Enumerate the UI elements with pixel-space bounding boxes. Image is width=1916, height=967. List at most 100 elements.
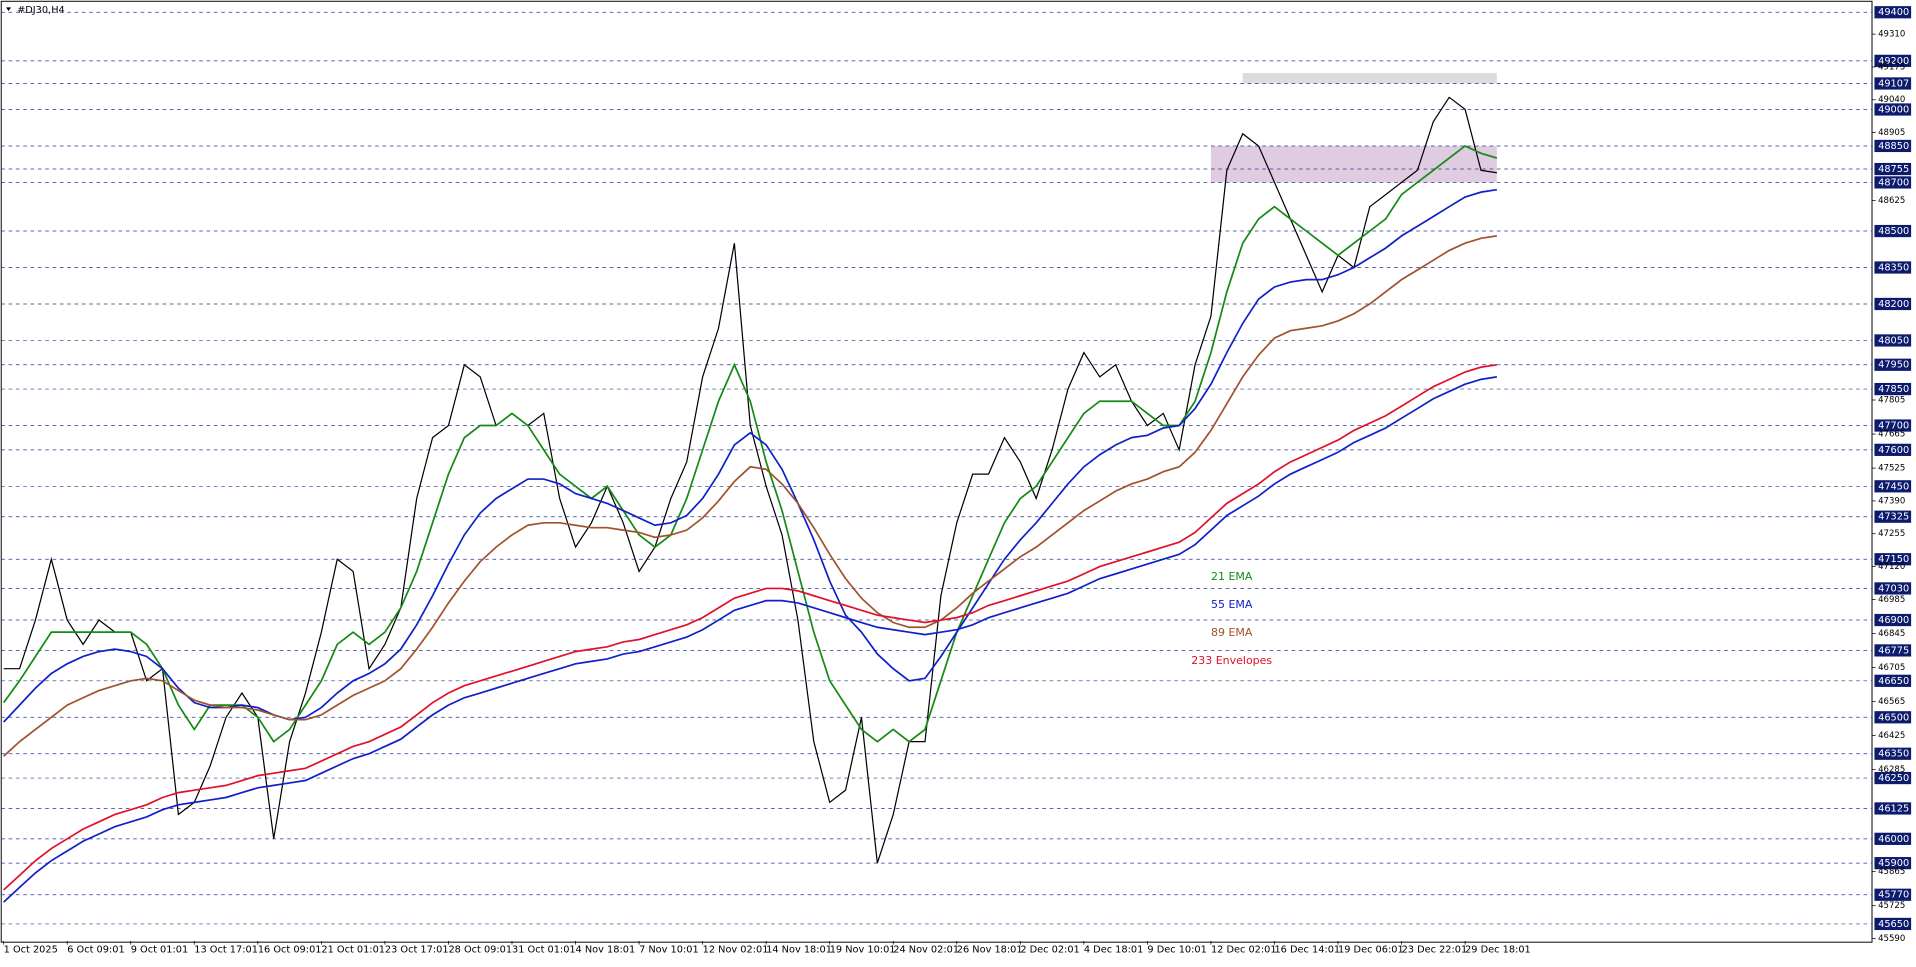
legend-label: 21 EMA [1211, 570, 1253, 583]
y-tick-box [1874, 613, 1912, 627]
x-tick-label: 12 Dec 02:01 [1211, 945, 1277, 956]
y-tick-box [1874, 224, 1912, 238]
menu-arrow [6, 7, 11, 12]
y-tick-label: 47950 [1878, 360, 1909, 371]
y-tick-box [1874, 176, 1912, 189]
y-tick-label: 48500 [1878, 226, 1909, 237]
y-tick-box [1874, 358, 1912, 371]
plot-frame [0, 0, 1873, 943]
y-tick-label: 48850 [1878, 141, 1909, 152]
y-tick-box [1874, 297, 1912, 311]
y-tick-label: 48200 [1878, 299, 1909, 310]
y-tick-label: 47390 [1878, 496, 1905, 506]
y-tick-label: 47665 [1878, 430, 1905, 440]
y-tick-box [1874, 711, 1912, 724]
y-tick-label: 47700 [1878, 421, 1909, 432]
y-tick-label: 46425 [1878, 731, 1905, 741]
x-tick-label: 23 Oct 17:01 [385, 945, 449, 956]
y-tick-label: 48050 [1878, 335, 1909, 346]
x-tick-label: 9 Dec 10:01 [1147, 945, 1206, 956]
y-tick-label: 49000 [1878, 104, 1909, 115]
x-tick-label: 2 Dec 02:01 [1020, 945, 1079, 956]
chart-title: #DJ30,H4 [17, 5, 65, 16]
x-tick-label: 6 Oct 09:01 [67, 945, 124, 956]
y-tick-label: 46705 [1878, 663, 1905, 673]
indicator-line [3, 363, 1497, 891]
y-tick-label: 45725 [1878, 901, 1905, 911]
y-tick-label: 46900 [1878, 615, 1909, 626]
y-tick-box [1874, 480, 1912, 493]
x-tick-label: 31 Oct 01:01 [512, 945, 576, 956]
y-tick-label: 47525 [1878, 464, 1905, 474]
y-tick-label: 46985 [1878, 595, 1905, 605]
y-tick-label: 49040 [1878, 95, 1905, 105]
legend-label: 55 EMA [1211, 598, 1253, 611]
price-zone [1242, 73, 1497, 84]
y-tick-box [1874, 6, 1912, 19]
x-tick-label: 29 Dec 18:01 [1465, 945, 1531, 956]
y-tick-box [1874, 334, 1912, 347]
x-tick-label: 16 Oct 09:01 [258, 945, 322, 956]
y-tick-label: 48755 [1878, 164, 1909, 175]
y-tick-box [1874, 261, 1912, 274]
y-tick-box [1874, 443, 1912, 456]
y-tick-label: 49107 [1878, 78, 1909, 89]
x-tick-label: 12 Nov 02:01 [703, 945, 769, 956]
price-zone [1210, 145, 1497, 183]
x-tick-label: 28 Oct 09:01 [448, 945, 512, 956]
y-tick-box [1874, 103, 1912, 116]
indicator-line [3, 235, 1498, 757]
y-tick-label: 46350 [1878, 749, 1909, 760]
y-tick-box [1874, 857, 1912, 870]
y-tick-label: 47805 [1878, 396, 1905, 406]
y-tick-label: 46775 [1878, 645, 1909, 656]
y-tick-box [1874, 382, 1912, 396]
indicator-line [2, 144, 1498, 743]
y-tick-label: 47450 [1878, 481, 1909, 492]
y-tick-label: 47150 [1878, 554, 1909, 565]
y-tick-label: 46250 [1878, 773, 1909, 784]
y-tick-label: 46285 [1878, 765, 1905, 775]
x-tick-label: 19 Dec 06:01 [1338, 945, 1404, 956]
y-tick-box [1874, 77, 1912, 90]
y-tick-box [1874, 802, 1912, 815]
y-tick-label: 47600 [1878, 445, 1909, 456]
y-tick-label: 45590 [1878, 934, 1905, 944]
y-tick-label: 49175 [1878, 62, 1905, 72]
x-tick-label: 13 Oct 17:01 [194, 945, 258, 956]
y-tick-box [1874, 510, 1912, 523]
y-tick-label: 45770 [1878, 890, 1909, 901]
y-tick-label: 46845 [1878, 629, 1905, 639]
y-tick-label: 45900 [1878, 858, 1909, 869]
y-tick-box [1874, 419, 1912, 432]
x-tick-label: 19 Nov 10:01 [830, 945, 896, 956]
x-tick-label: 1 Oct 2025 [4, 945, 58, 956]
y-tick-box [1874, 747, 1912, 760]
y-tick-box [1874, 162, 1912, 176]
y-tick-label: 47120 [1878, 562, 1905, 572]
y-tick-box [1874, 644, 1912, 657]
y-tick-box [1874, 771, 1912, 785]
y-tick-label: 49400 [1878, 7, 1909, 18]
y-tick-box [1874, 139, 1912, 153]
y-tick-label: 48700 [1878, 177, 1909, 188]
x-tick-label: 7 Nov 10:01 [639, 945, 699, 956]
y-tick-label: 48905 [1878, 128, 1905, 138]
y-tick-label: 49200 [1878, 56, 1909, 67]
y-tick-label: 46650 [1878, 676, 1909, 687]
y-tick-label: 49310 [1878, 30, 1905, 40]
y-tick-label: 48350 [1878, 263, 1909, 274]
y-tick-label: 47030 [1878, 583, 1909, 594]
y-tick-label: 46500 [1878, 712, 1909, 723]
y-tick-label: 47255 [1878, 529, 1905, 539]
indicator-line [3, 376, 1498, 903]
y-tick-label: 45650 [1878, 919, 1909, 930]
y-tick-box [1874, 582, 1912, 595]
y-tick-box [1874, 832, 1912, 845]
x-tick-label: 16 Dec 14:01 [1274, 945, 1340, 956]
indicator-line [3, 188, 1498, 723]
y-tick-label: 46000 [1878, 834, 1909, 845]
